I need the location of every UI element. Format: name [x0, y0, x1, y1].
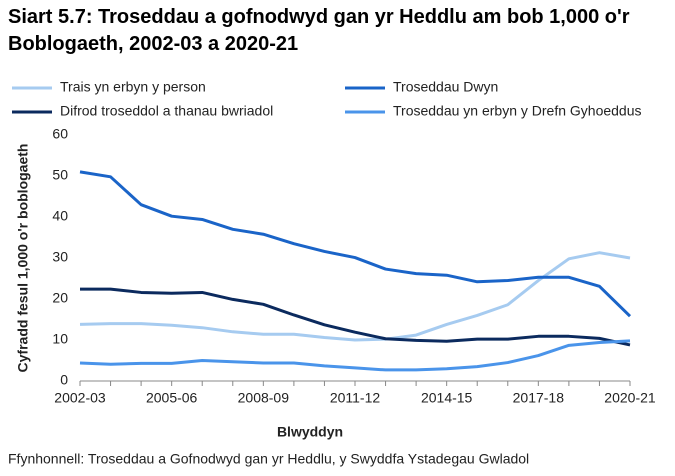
y-tick-label: 50: [52, 167, 68, 183]
y-tick-label: 30: [52, 249, 68, 265]
legend-label: Difrod troseddol a thanau bwriadol: [60, 103, 273, 119]
y-tick-label: 60: [52, 126, 68, 142]
y-tick-label: 10: [52, 331, 68, 347]
x-tick-label: 2002-03: [54, 390, 106, 406]
data-line: [80, 287, 631, 347]
x-tick-label: 2005-06: [146, 390, 198, 406]
x-tick-label: 2011-12: [330, 390, 381, 406]
x-tick-label: 2020-21: [604, 390, 656, 406]
x-tick-label: 2017-18: [513, 390, 565, 406]
y-tick-label: 0: [60, 372, 68, 388]
legend-label: Trais yn erbyn y person: [60, 79, 206, 95]
y-tick-label: 20: [52, 290, 68, 306]
x-axis-title: Blwyddyn: [277, 424, 343, 440]
data-line: [79, 170, 632, 318]
data-line: [79, 339, 631, 372]
y-axis-title: Cyfradd fesul 1,000 o'r boblogaeth: [15, 144, 31, 373]
legend-label: Troseddau yn erbyn y Drefn Gyhoeddus: [393, 103, 642, 119]
x-tick-label: 2008-09: [238, 390, 290, 406]
chart-title: Siart 5.7: Troseddau a gofnodwyd gan yr …: [8, 6, 630, 55]
legend-label: Troseddau Dwyn: [393, 79, 498, 95]
source-note: Ffynhonnell: Troseddau a Gofnodwyd gan y…: [8, 451, 529, 467]
x-tick-label: 2014-15: [421, 390, 473, 406]
y-tick-label: 40: [52, 208, 68, 224]
data-line: [79, 251, 631, 342]
